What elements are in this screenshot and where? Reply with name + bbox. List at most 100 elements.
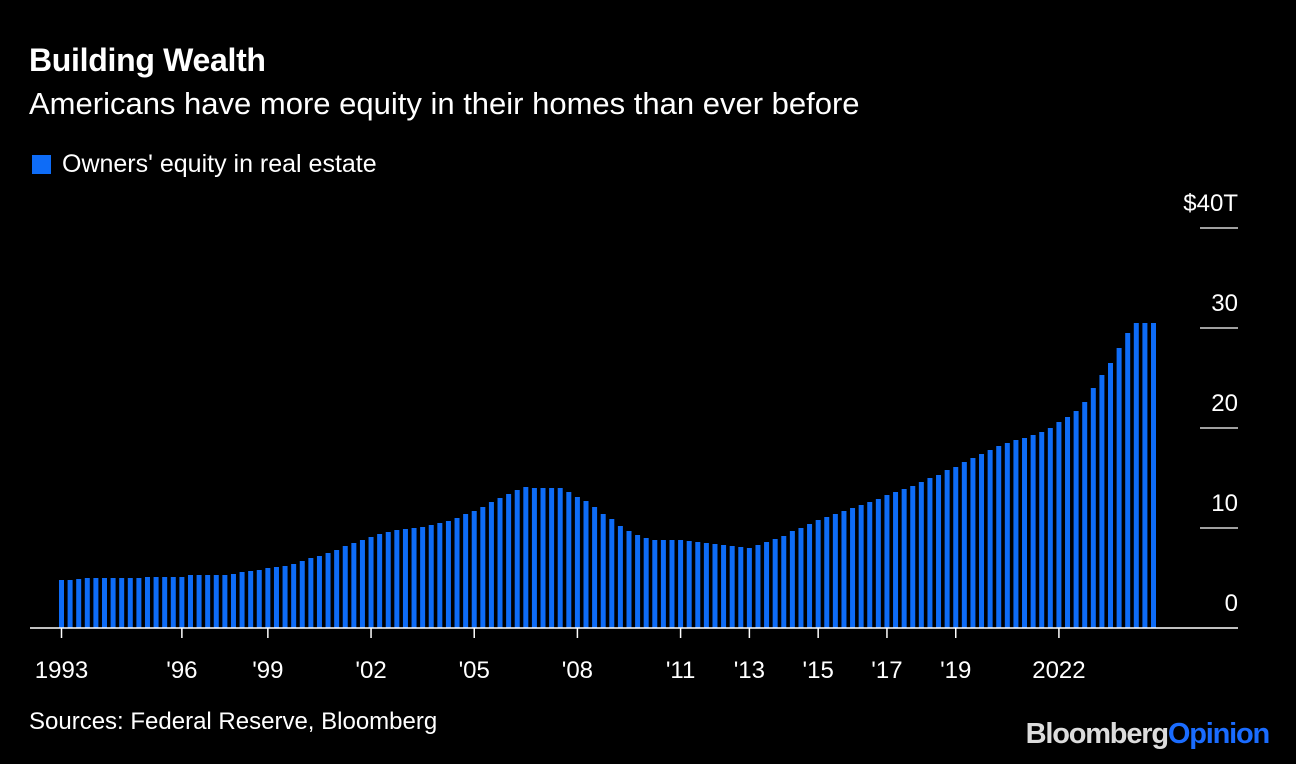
bar	[385, 532, 391, 628]
bar	[1013, 440, 1019, 628]
bar	[652, 540, 658, 628]
x-tick-label: '13	[734, 657, 765, 684]
bar	[213, 575, 219, 628]
bar	[514, 490, 520, 628]
bar	[471, 511, 477, 628]
bar	[738, 547, 744, 628]
bar	[643, 538, 649, 628]
bar	[84, 578, 90, 628]
chart-subtitle: Americans have more equity in their home…	[29, 86, 860, 121]
bar	[170, 577, 176, 628]
bar	[1142, 323, 1148, 628]
bar	[772, 539, 778, 628]
bar	[119, 578, 125, 628]
y-tick-label: 10	[1211, 490, 1238, 517]
bar	[1030, 435, 1036, 628]
chart-title: Building Wealth	[29, 42, 266, 78]
bar	[1073, 411, 1079, 628]
bar	[1133, 323, 1139, 628]
bar	[609, 519, 615, 628]
source-note: Sources: Federal Reserve, Bloomberg	[29, 708, 438, 735]
bar	[540, 488, 546, 628]
bar	[1108, 363, 1114, 628]
x-tick-label: '15	[803, 657, 834, 684]
y-tick-label: 20	[1211, 390, 1238, 417]
bar	[910, 486, 916, 628]
bar	[815, 520, 821, 628]
bar	[678, 540, 684, 628]
bar	[342, 546, 348, 628]
bar	[858, 505, 864, 628]
bar	[368, 537, 374, 628]
legend-label: Owners' equity in real estate	[62, 150, 377, 178]
bar	[746, 548, 752, 628]
bar	[660, 540, 666, 628]
bar	[944, 470, 950, 628]
bar	[488, 502, 494, 628]
bar	[506, 494, 512, 628]
bar	[179, 577, 185, 628]
bar-series	[59, 323, 1156, 628]
bar	[755, 545, 761, 628]
bar	[282, 566, 288, 628]
bar	[574, 497, 580, 628]
bar	[764, 542, 770, 628]
y-tick-label: 0	[1225, 590, 1238, 617]
legend: Owners' equity in real estate	[32, 150, 377, 179]
bar	[187, 575, 193, 628]
y-tick-label: 30	[1211, 290, 1238, 317]
x-tick-label: '02	[355, 657, 386, 684]
bar	[523, 487, 529, 628]
bar	[669, 540, 675, 628]
bar	[583, 501, 589, 628]
bar	[1047, 428, 1053, 628]
x-tick-label: '17	[871, 657, 902, 684]
bar	[144, 577, 150, 628]
bloomberg-opinion-logo: BloombergOpinion	[1026, 718, 1271, 751]
bar	[617, 526, 623, 628]
bar	[480, 507, 486, 628]
bar	[411, 528, 417, 628]
bar	[248, 571, 254, 628]
bar	[918, 482, 924, 628]
bar	[162, 577, 168, 628]
bar	[127, 578, 133, 628]
bar	[196, 575, 202, 628]
bar	[789, 531, 795, 628]
bar	[67, 580, 73, 628]
bar	[592, 507, 598, 628]
bar	[334, 550, 340, 628]
bar	[961, 462, 967, 628]
bar	[781, 536, 787, 628]
bar	[497, 498, 503, 628]
bar	[841, 511, 847, 628]
bar	[1065, 417, 1071, 628]
bar	[222, 575, 228, 628]
bar	[377, 534, 383, 628]
bar	[600, 514, 606, 628]
bar	[635, 535, 641, 628]
bar	[1116, 348, 1122, 628]
bar	[884, 495, 890, 628]
bar	[351, 543, 357, 628]
bar	[531, 488, 537, 628]
bar	[686, 541, 692, 628]
bar	[402, 529, 408, 628]
bar	[824, 517, 830, 628]
bar	[110, 578, 116, 628]
x-tick-label: 1993	[35, 657, 88, 684]
bar	[1151, 323, 1156, 628]
y-gridlines	[1200, 227, 1238, 529]
bar	[626, 531, 632, 628]
bar	[1022, 438, 1028, 628]
bar	[101, 578, 107, 628]
bar	[428, 525, 434, 628]
bar	[1082, 402, 1088, 628]
bar	[205, 575, 211, 628]
bar	[454, 518, 460, 628]
bar	[901, 489, 907, 628]
bar	[463, 514, 469, 628]
x-tick-label: '19	[940, 657, 971, 684]
y-axis-labels: $40T 30 20 10 0	[1183, 190, 1238, 617]
